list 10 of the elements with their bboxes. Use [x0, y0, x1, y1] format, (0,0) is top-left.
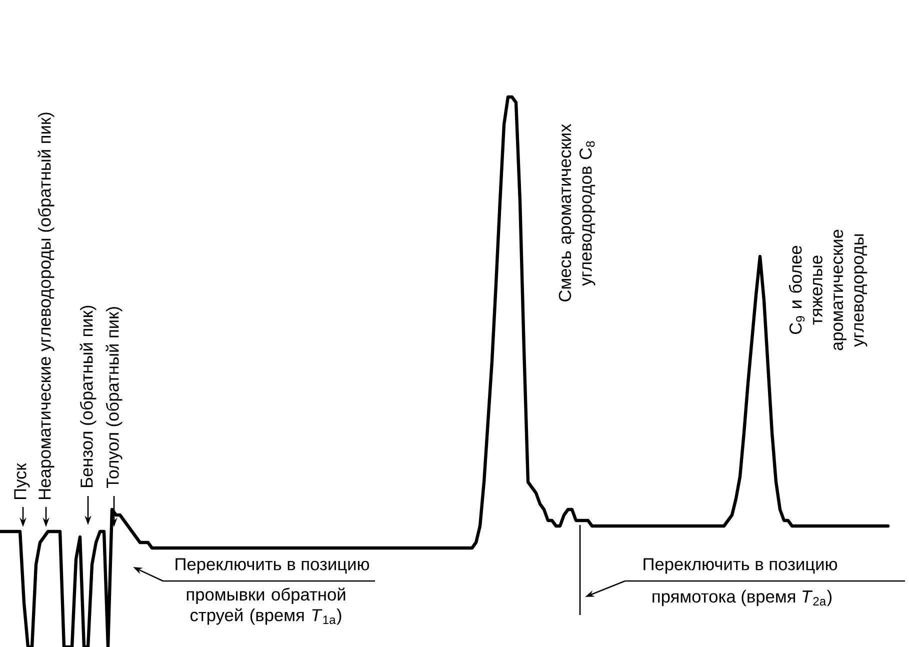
- annotation: Переключить в позицию: [644, 558, 838, 574]
- annotation: Смесь ароматических углеводородов C$_{8}$: [558, 124, 596, 302]
- annotation: Переключить в позицию: [176, 558, 370, 574]
- annotation: Пуск: [14, 463, 30, 499]
- annotation: прямотока (время T$_{2а}$): [652, 590, 832, 606]
- annotation: промывки обратной струей (время T$_{1а}$): [186, 588, 346, 625]
- annotation: C$_{9}$ и более тяжелые ароматические углеводороды: [788, 230, 868, 350]
- annotation: Бензол (обратный пик): [80, 306, 96, 487]
- annotation: Толуол (обратный пик): [106, 307, 122, 488]
- annotation: Неароматические углеводороды (обратный пик): [38, 112, 54, 499]
